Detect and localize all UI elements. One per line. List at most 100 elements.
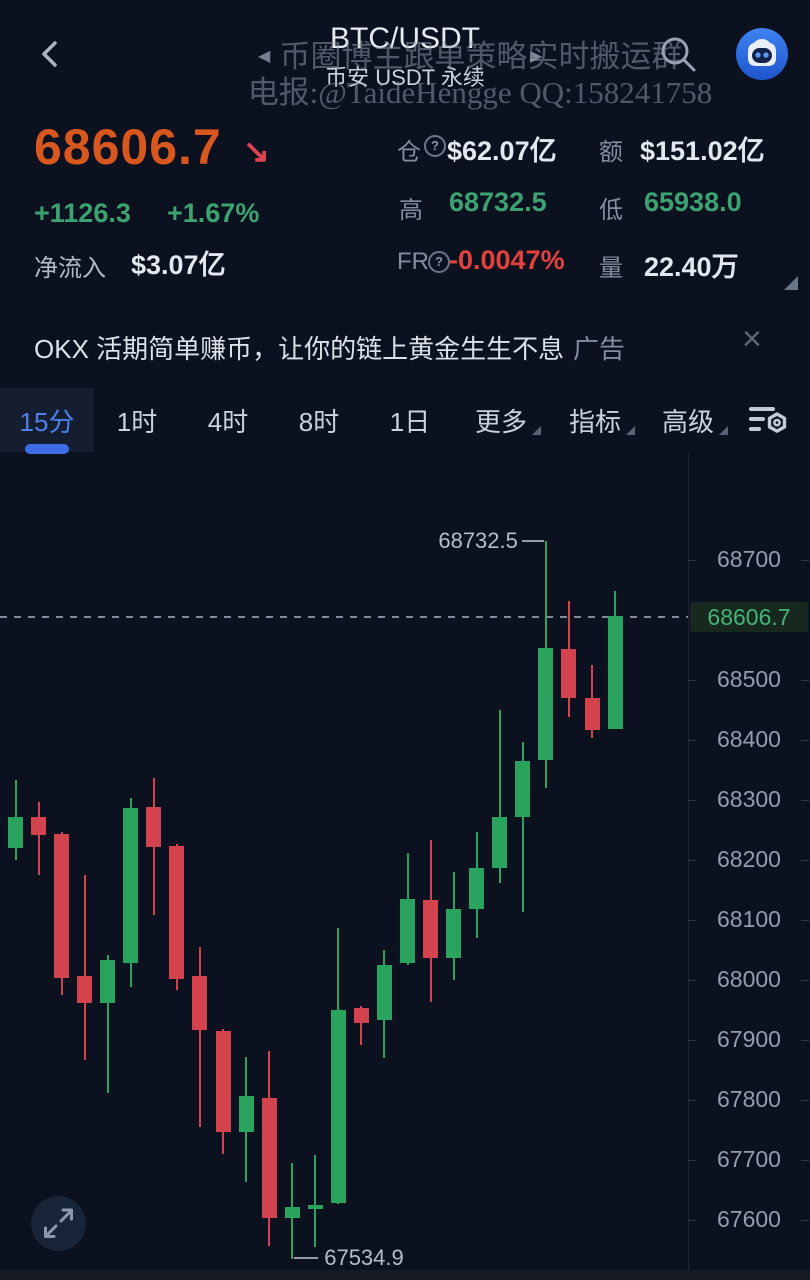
candle-up <box>400 899 416 964</box>
price-change-pct: +1.67% <box>167 198 260 228</box>
candle-up <box>330 1010 346 1204</box>
y-axis-label: 68100 <box>717 906 781 932</box>
y-axis-label: 67800 <box>717 1086 781 1112</box>
menu-indicators[interactable]: 指标 <box>560 388 635 452</box>
y-axis-tick <box>801 559 809 561</box>
y-axis-label: 68500 <box>717 666 781 692</box>
y-axis-tick <box>801 1219 809 1221</box>
candle-down <box>423 900 439 958</box>
y-axis-label: 68200 <box>717 846 781 872</box>
stat-label-high: 高 <box>399 197 423 224</box>
y-axis-tick <box>688 799 696 801</box>
menu-indicators-label: 指标 <box>568 406 621 437</box>
tab-4h[interactable]: 4时 <box>198 388 258 452</box>
y-axis-tick <box>801 859 809 861</box>
search-icon <box>661 37 696 72</box>
y-axis-tick <box>688 1219 696 1221</box>
stat-value-turnover: $151.02亿 <box>640 136 765 166</box>
expand-arrows-icon <box>44 1208 73 1238</box>
tab-1h[interactable]: 1时 <box>107 388 167 452</box>
candle-down <box>353 1008 369 1024</box>
candle-down <box>584 698 600 730</box>
y-axis-tick <box>688 739 696 741</box>
stat-label-low: 低 <box>599 197 623 224</box>
candle-wick-up <box>106 954 109 1093</box>
active-tab-underline <box>25 444 69 454</box>
interval-tabbar: 15分 1时 4时 8时 1日 更多 指标 高级 <box>0 388 810 454</box>
stat-value-low: 65938.0 <box>644 187 742 217</box>
menu-advanced[interactable]: 高级 <box>653 388 728 452</box>
tab-1d-label: 1日 <box>389 406 431 437</box>
chart-expand-button[interactable] <box>31 1196 86 1251</box>
ad-banner-text[interactable]: OKX 活期简单赚币，让你的链上黄金生生不息 <box>34 334 565 364</box>
tab-4h-label: 4时 <box>207 406 249 437</box>
price-direction-icon: ↘ <box>243 133 270 169</box>
candle-wick-up <box>521 741 524 913</box>
pair-subtitle: 币安 USDT 永续 <box>325 65 485 90</box>
candle-up <box>607 615 623 730</box>
candle-up <box>123 807 139 964</box>
netflow-label: 净流入 <box>34 255 106 282</box>
stat-value-high: 68732.5 <box>449 187 547 217</box>
menu-more[interactable]: 更多 <box>466 388 541 452</box>
ad-close-button[interactable]: × <box>742 320 762 358</box>
candle-wick-up <box>314 1155 317 1247</box>
y-axis-tick <box>688 1039 696 1041</box>
app-logo-button[interactable] <box>734 26 790 82</box>
y-axis-tick <box>801 979 809 981</box>
prev-pair-button[interactable]: ◀ <box>258 48 271 65</box>
candle-up <box>538 648 554 760</box>
page-title: BTC/USDT <box>330 22 480 55</box>
candle-wick-down <box>37 801 40 875</box>
chart-settings-icon <box>749 407 787 433</box>
y-axis-tick <box>801 799 809 801</box>
candle-down <box>169 846 185 979</box>
back-button[interactable] <box>36 38 64 70</box>
candle-down <box>561 648 577 698</box>
y-axis-tick <box>801 919 809 921</box>
y-axis-label: 68700 <box>717 546 781 572</box>
candle-down <box>54 834 70 979</box>
stat-label-funding-rate: FR <box>397 248 429 275</box>
candle-down <box>215 1031 231 1132</box>
candle-down <box>31 816 47 835</box>
y-axis-tick <box>688 679 696 681</box>
dropdown-triangle-icon <box>719 426 728 435</box>
candle-down <box>77 975 93 1003</box>
candle-wick-down <box>360 1006 363 1045</box>
candle-wick-down <box>83 875 86 1060</box>
stat-value-volume: 22.40万 <box>644 252 739 282</box>
chevron-left-icon <box>42 41 57 67</box>
candle-wick-down <box>198 947 201 1127</box>
y-axis-label: 68000 <box>717 966 781 992</box>
help-icon[interactable]: ? <box>424 135 446 157</box>
last-price: 68606.7 <box>34 119 222 175</box>
help-icon[interactable]: ? <box>428 251 450 273</box>
chart-settings-button[interactable] <box>748 402 790 438</box>
blue-mascot-icon <box>736 28 788 80</box>
tab-1d[interactable]: 1日 <box>380 388 440 452</box>
candle-up <box>238 1095 254 1132</box>
price-change: +1126.3 <box>34 198 131 228</box>
tab-8h[interactable]: 8时 <box>289 388 349 452</box>
tab-8h-label: 8时 <box>298 406 340 437</box>
netflow-value: $3.07亿 <box>131 250 226 280</box>
dropdown-triangle-icon <box>626 426 635 435</box>
y-axis-label: 67700 <box>717 1146 781 1172</box>
next-pair-button[interactable]: ▶ <box>530 48 543 65</box>
candle-up <box>376 965 392 1021</box>
candle-up <box>469 867 485 910</box>
candle-up <box>492 816 508 868</box>
y-axis-tick <box>801 739 809 741</box>
search-button[interactable] <box>656 32 702 78</box>
tab-15m[interactable]: 15分 <box>0 388 94 454</box>
y-axis-tick <box>688 1159 696 1161</box>
expand-stats-triangle[interactable] <box>784 276 798 290</box>
y-axis-line <box>688 452 689 1270</box>
candle-wick-up <box>498 710 501 883</box>
candle-down <box>146 807 162 847</box>
time-axis-strip <box>0 1270 810 1280</box>
y-axis-label: 68300 <box>717 786 781 812</box>
